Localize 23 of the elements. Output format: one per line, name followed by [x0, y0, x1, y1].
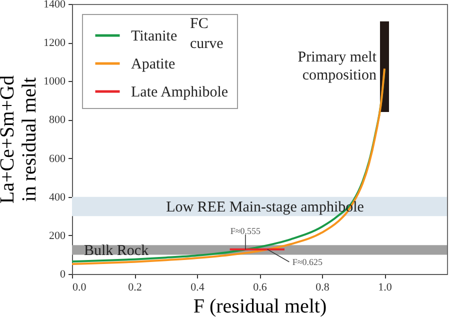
legend-label: Late Amphibole	[131, 84, 228, 100]
y-tick-label: 600	[49, 152, 66, 165]
y-tick-label: 1400	[44, 0, 66, 10]
x-tick-label: 0.8	[316, 282, 330, 294]
x-tick-label: 1.0	[378, 282, 392, 294]
series-label: Primary melt composition	[298, 49, 378, 84]
legend-label: Titanite	[131, 28, 178, 44]
y-tick-label: 0	[60, 268, 66, 280]
x-axis-title: F (residual melt)	[193, 296, 327, 318]
legend-label: Apatite	[131, 56, 176, 72]
y-tick-label: 800	[49, 114, 66, 126]
x-tick-label: 0.2	[128, 282, 142, 294]
annotation: F≈0.625	[292, 256, 324, 267]
x-tick-label: 0.0	[72, 282, 87, 294]
y-tick-label: 1000	[44, 76, 66, 88]
x-tick-label: 0.6	[253, 282, 268, 294]
y-tick-label: 1200	[44, 37, 66, 50]
band-label: Bulk Rock	[84, 242, 150, 259]
y-tick-label: 200	[49, 230, 66, 242]
annotation: F≈0.555	[230, 226, 262, 236]
x-tick-label: 0.4	[190, 282, 205, 294]
y-tick-label: 400	[49, 191, 66, 204]
annotation: FC curve	[190, 16, 224, 52]
